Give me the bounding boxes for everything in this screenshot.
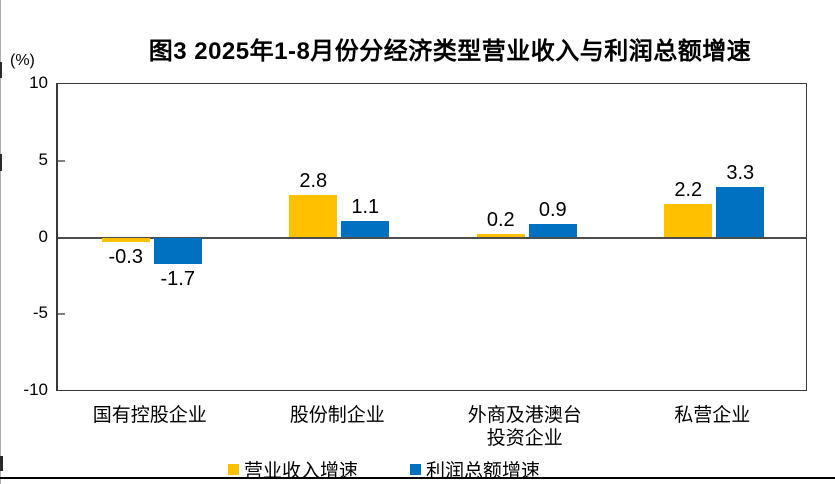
bar-利润总额增速-股份制企业 bbox=[341, 220, 390, 238]
bar-value-label: -1.7 bbox=[160, 267, 195, 290]
zero-baseline bbox=[58, 236, 806, 239]
x-category-label: 私营企业 bbox=[674, 405, 751, 426]
x-category-label: 外商及港澳台 投资企业 bbox=[467, 405, 582, 449]
bar-value-label: 0.2 bbox=[486, 209, 515, 232]
legend-swatch-icon bbox=[228, 464, 239, 475]
chart-legend: 营业收入增速 利润总额增速 bbox=[228, 456, 540, 483]
bar-value-label: 3.3 bbox=[726, 161, 755, 184]
x-category-label: 国有控股企业 bbox=[92, 405, 207, 426]
y-axis-tick bbox=[58, 313, 65, 316]
x-category-label: 股份制企业 bbox=[289, 405, 385, 426]
left-edge-artifact bbox=[0, 456, 3, 471]
legend-label: 利润总额增速 bbox=[426, 461, 541, 482]
bar-利润总额增速-国有控股企业 bbox=[153, 237, 202, 264]
bar-营业收入增速-国有控股企业 bbox=[101, 237, 150, 243]
y-tick-label: 0 bbox=[38, 226, 48, 246]
bar-value-label: 1.1 bbox=[351, 195, 380, 218]
left-edge-artifact bbox=[0, 154, 2, 171]
legend-label: 营业收入增速 bbox=[244, 461, 359, 482]
bar-营业收入增速-私营企业 bbox=[664, 203, 713, 238]
left-edge-border bbox=[0, 0, 1, 484]
y-tick-label: 10 bbox=[29, 73, 48, 92]
legend-item: 营业收入增速 bbox=[228, 456, 358, 483]
y-axis-tick bbox=[58, 159, 65, 162]
bar-value-label: 2.8 bbox=[299, 169, 328, 192]
bar-value-label: 0.9 bbox=[538, 198, 567, 221]
chart-title: 图3 2025年1-8月份分经济类型营业收入与利润总额增速 bbox=[148, 38, 752, 65]
y-tick-label: -10 bbox=[23, 380, 48, 399]
legend-item: 利润总额增速 bbox=[410, 456, 540, 483]
y-axis-unit-label: (%) bbox=[10, 52, 35, 69]
bar-value-label: 2.2 bbox=[674, 178, 703, 201]
bottom-divider bbox=[0, 477, 835, 479]
bar-营业收入增速-股份制企业 bbox=[289, 194, 338, 238]
y-tick-label: -5 bbox=[32, 303, 48, 323]
plot-area: -0.3 2.8 0.2 2.2 -1.7 1.1 0.9 3.3 bbox=[56, 83, 807, 391]
bar-营业收入增速-外商及港澳台 bbox=[476, 234, 525, 238]
bar-利润总额增速-外商及港澳台 bbox=[528, 223, 577, 238]
left-edge-artifact bbox=[0, 62, 2, 78]
legend-swatch-icon bbox=[410, 464, 422, 475]
bar-利润总额增速-私营企业 bbox=[716, 186, 765, 238]
y-tick-label: 5 bbox=[38, 149, 48, 169]
bar-value-label: -0.3 bbox=[108, 246, 143, 269]
